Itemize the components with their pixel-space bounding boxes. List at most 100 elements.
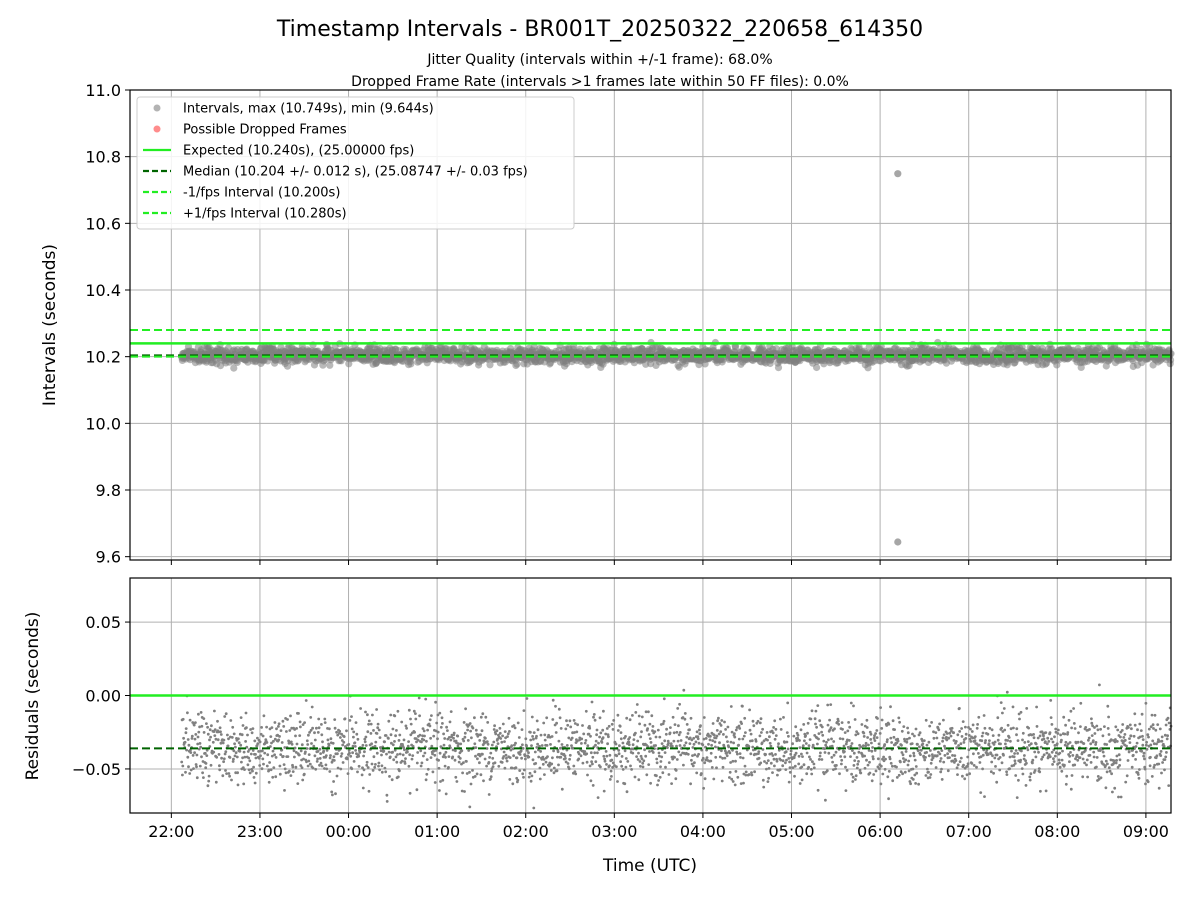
residual-point	[259, 732, 263, 736]
residual-point	[937, 742, 941, 746]
residual-point	[852, 704, 855, 708]
residual-point	[382, 749, 386, 753]
residual-point	[810, 709, 814, 713]
residual-point	[869, 732, 873, 736]
residual-point	[987, 742, 991, 745]
residual-point	[479, 773, 483, 777]
residual-point	[376, 722, 380, 726]
residual-point	[552, 771, 556, 775]
residual-point	[568, 753, 572, 757]
residual-point	[352, 730, 356, 734]
residual-point	[491, 756, 495, 760]
residual-point	[444, 755, 447, 759]
residual-point	[952, 739, 956, 742]
residual-point	[785, 740, 789, 744]
residual-point	[361, 786, 365, 790]
residual-point	[743, 716, 747, 720]
residual-point	[326, 738, 330, 742]
residual-point	[595, 728, 599, 732]
residual-point	[435, 721, 439, 725]
residual-point	[420, 740, 423, 744]
residual-point	[623, 782, 627, 786]
residual-point	[732, 741, 735, 745]
residual-point	[591, 762, 594, 766]
residual-point	[847, 721, 850, 724]
residual-point	[244, 711, 248, 715]
residual-point	[537, 755, 541, 759]
residual-point	[503, 740, 506, 743]
residual-point	[312, 744, 316, 748]
residual-point	[489, 775, 493, 779]
residual-point	[904, 758, 908, 762]
residual-point	[1012, 726, 1015, 730]
residual-point	[738, 752, 742, 755]
residual-point	[834, 750, 838, 754]
residual-point	[641, 765, 645, 769]
residual-point	[1023, 754, 1026, 757]
residual-point	[688, 742, 692, 745]
residual-point	[742, 781, 745, 785]
residual-point	[705, 756, 709, 759]
residual-point	[779, 728, 783, 731]
bottom-scatter-points	[180, 683, 1173, 810]
residual-point	[473, 716, 476, 720]
residual-point	[986, 732, 990, 736]
residual-point	[682, 688, 686, 692]
residual-point	[190, 734, 194, 738]
residual-point	[774, 727, 778, 731]
residual-point	[900, 751, 904, 754]
residual-point	[673, 756, 676, 759]
residual-point	[545, 744, 549, 747]
residual-point	[1050, 750, 1054, 754]
residual-point	[822, 739, 826, 743]
residual-point	[509, 748, 513, 752]
residual-point	[419, 764, 423, 768]
residual-point	[667, 761, 671, 764]
residual-point	[623, 749, 627, 753]
residual-point	[330, 790, 334, 794]
residual-point	[612, 719, 616, 722]
residual-point	[733, 735, 737, 739]
residual-point	[213, 709, 216, 713]
residual-point	[709, 734, 712, 738]
residual-point	[845, 769, 849, 772]
residual-point	[185, 748, 189, 752]
residual-point	[887, 722, 891, 726]
residual-point	[262, 762, 265, 766]
residual-point	[683, 744, 686, 747]
residual-point	[723, 749, 727, 753]
residual-point	[670, 782, 673, 785]
residual-point	[257, 750, 260, 753]
residual-point	[741, 756, 745, 760]
residual-point	[1047, 740, 1051, 743]
residual-point	[195, 765, 198, 769]
interval-point	[407, 360, 415, 368]
residual-point	[232, 732, 236, 736]
residual-point	[530, 715, 534, 719]
residual-point	[258, 764, 262, 767]
residual-point	[885, 724, 889, 727]
residual-point	[640, 730, 643, 734]
residual-point	[715, 729, 719, 732]
residual-point	[447, 766, 450, 769]
residual-point	[191, 754, 195, 757]
residual-point	[522, 775, 525, 779]
residual-point	[592, 713, 596, 716]
residual-point	[980, 734, 984, 738]
residual-point	[530, 744, 533, 747]
residual-point	[543, 738, 547, 742]
residual-point	[928, 724, 932, 728]
residual-point	[851, 775, 855, 779]
residual-point	[616, 780, 619, 783]
residual-point	[532, 731, 536, 734]
residual-point	[935, 736, 939, 740]
residual-point	[485, 764, 488, 768]
residual-point	[632, 738, 636, 741]
residual-point	[912, 751, 916, 755]
residual-point	[1008, 755, 1012, 759]
residual-point	[218, 764, 221, 768]
residual-point	[240, 733, 244, 737]
residual-point	[1051, 763, 1054, 766]
residual-point	[788, 760, 791, 764]
residual-point	[184, 770, 187, 774]
